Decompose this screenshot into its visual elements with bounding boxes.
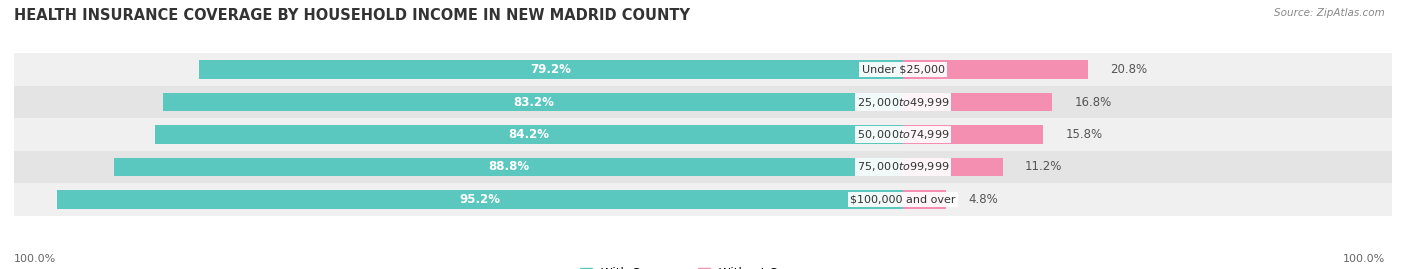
Bar bbox=[200, 60, 903, 79]
Text: 84.2%: 84.2% bbox=[508, 128, 550, 141]
Legend: With Coverage, Without Coverage: With Coverage, Without Coverage bbox=[579, 267, 827, 269]
Text: Under $25,000: Under $25,000 bbox=[862, 65, 945, 75]
Bar bbox=[14, 151, 1406, 183]
Text: 15.8%: 15.8% bbox=[1066, 128, 1102, 141]
Text: $25,000 to $49,999: $25,000 to $49,999 bbox=[856, 95, 949, 108]
Text: $100,000 and over: $100,000 and over bbox=[851, 194, 956, 204]
Text: $75,000 to $99,999: $75,000 to $99,999 bbox=[856, 161, 949, 174]
Text: 20.8%: 20.8% bbox=[1111, 63, 1147, 76]
Bar bbox=[903, 125, 1043, 144]
Bar bbox=[14, 118, 1406, 151]
Text: 79.2%: 79.2% bbox=[530, 63, 571, 76]
Bar bbox=[14, 86, 1406, 118]
Bar bbox=[903, 158, 1002, 176]
Text: 83.2%: 83.2% bbox=[513, 95, 554, 108]
Text: 100.0%: 100.0% bbox=[14, 254, 56, 264]
Bar bbox=[14, 53, 1406, 86]
Text: 88.8%: 88.8% bbox=[488, 161, 529, 174]
Text: 100.0%: 100.0% bbox=[1343, 254, 1385, 264]
Bar bbox=[56, 190, 903, 209]
Text: $50,000 to $74,999: $50,000 to $74,999 bbox=[856, 128, 949, 141]
Text: HEALTH INSURANCE COVERAGE BY HOUSEHOLD INCOME IN NEW MADRID COUNTY: HEALTH INSURANCE COVERAGE BY HOUSEHOLD I… bbox=[14, 8, 690, 23]
Bar bbox=[903, 60, 1088, 79]
Bar bbox=[163, 93, 903, 111]
Text: 11.2%: 11.2% bbox=[1025, 161, 1062, 174]
Text: 16.8%: 16.8% bbox=[1074, 95, 1112, 108]
Bar bbox=[155, 125, 903, 144]
Bar bbox=[14, 183, 1406, 216]
Bar bbox=[903, 190, 946, 209]
Text: 95.2%: 95.2% bbox=[460, 193, 501, 206]
Bar bbox=[903, 93, 1052, 111]
Bar bbox=[114, 158, 903, 176]
Text: 4.8%: 4.8% bbox=[967, 193, 998, 206]
Text: Source: ZipAtlas.com: Source: ZipAtlas.com bbox=[1274, 8, 1385, 18]
